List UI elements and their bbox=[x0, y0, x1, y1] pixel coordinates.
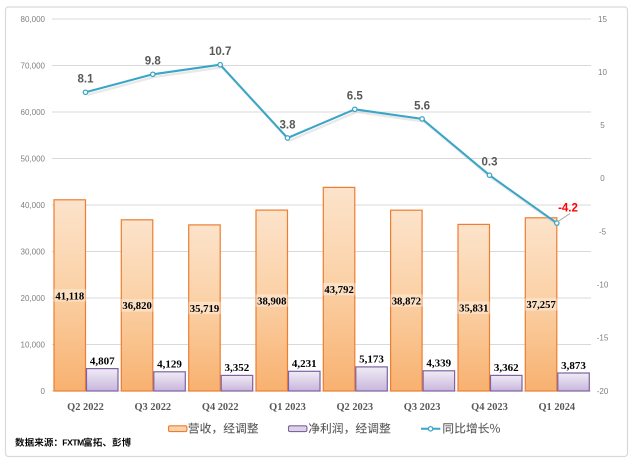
svg-text:3,873: 3,873 bbox=[561, 360, 586, 372]
svg-text:-4.2: -4.2 bbox=[558, 203, 578, 215]
svg-text:4,339: 4,339 bbox=[426, 358, 451, 370]
svg-text:FXTM: FXTM bbox=[62, 438, 84, 448]
svg-text:4,231: 4,231 bbox=[292, 358, 317, 370]
svg-text:0: 0 bbox=[41, 387, 46, 396]
svg-text:4,807: 4,807 bbox=[90, 355, 115, 367]
svg-text:43,792: 43,792 bbox=[324, 284, 353, 296]
svg-text:36,820: 36,820 bbox=[122, 300, 151, 312]
svg-text:30,000: 30,000 bbox=[21, 247, 46, 256]
svg-text:Q4 2023: Q4 2023 bbox=[471, 402, 508, 413]
svg-text:3.8: 3.8 bbox=[280, 119, 297, 131]
svg-text:9.8: 9.8 bbox=[145, 56, 162, 68]
svg-text:38,872: 38,872 bbox=[392, 296, 421, 308]
svg-text:5,173: 5,173 bbox=[359, 354, 384, 366]
svg-text:4,129: 4,129 bbox=[157, 359, 182, 371]
svg-text:Q4 2022: Q4 2022 bbox=[202, 402, 239, 413]
svg-text:41,118: 41,118 bbox=[55, 290, 84, 302]
svg-text:10.7: 10.7 bbox=[209, 46, 231, 58]
svg-text:Q1 2024: Q1 2024 bbox=[538, 402, 575, 413]
svg-text:38,908: 38,908 bbox=[257, 295, 286, 307]
svg-text:Q2 2023: Q2 2023 bbox=[336, 402, 373, 413]
svg-text:3,362: 3,362 bbox=[494, 362, 519, 374]
svg-text:37,257: 37,257 bbox=[526, 299, 556, 311]
svg-text:-20: -20 bbox=[597, 387, 609, 396]
svg-text:-15: -15 bbox=[597, 334, 609, 343]
svg-text:50,000: 50,000 bbox=[21, 154, 46, 163]
svg-text:Q3 2023: Q3 2023 bbox=[404, 402, 441, 413]
svg-text:5: 5 bbox=[600, 121, 605, 130]
svg-text:8.1: 8.1 bbox=[78, 74, 95, 86]
svg-text:-10: -10 bbox=[597, 281, 609, 290]
svg-text:70,000: 70,000 bbox=[21, 61, 46, 70]
svg-text:80,000: 80,000 bbox=[21, 15, 46, 24]
svg-text:-5: -5 bbox=[599, 227, 607, 236]
svg-text:3,352: 3,352 bbox=[225, 362, 250, 374]
svg-text:10,000: 10,000 bbox=[21, 340, 46, 349]
svg-text:Q1 2023: Q1 2023 bbox=[269, 402, 306, 413]
svg-text:40,000: 40,000 bbox=[21, 201, 46, 210]
svg-text:0: 0 bbox=[600, 174, 605, 183]
svg-text:35,719: 35,719 bbox=[190, 303, 219, 315]
svg-text:Q3 2022: Q3 2022 bbox=[134, 402, 171, 413]
svg-text:20,000: 20,000 bbox=[21, 294, 46, 303]
svg-text:0.3: 0.3 bbox=[482, 157, 498, 169]
svg-text:15: 15 bbox=[598, 15, 607, 24]
svg-text:5.6: 5.6 bbox=[414, 100, 430, 112]
svg-text:6.5: 6.5 bbox=[347, 91, 364, 103]
svg-text:35,831: 35,831 bbox=[459, 303, 488, 315]
svg-text:10: 10 bbox=[598, 68, 607, 77]
svg-text:60,000: 60,000 bbox=[21, 108, 46, 117]
svg-text:Q2 2022: Q2 2022 bbox=[67, 402, 104, 413]
